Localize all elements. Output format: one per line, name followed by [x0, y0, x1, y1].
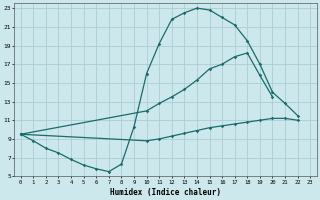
X-axis label: Humidex (Indice chaleur): Humidex (Indice chaleur)	[110, 188, 221, 197]
